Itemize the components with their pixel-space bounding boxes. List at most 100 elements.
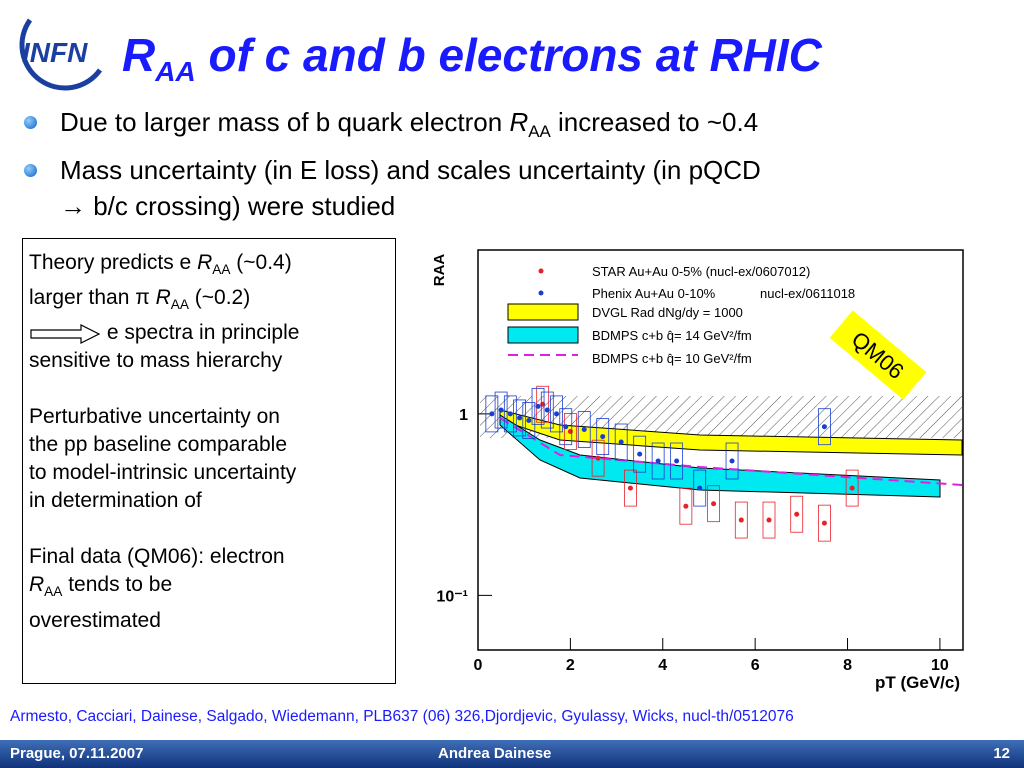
x-tick-label: 0 <box>474 657 483 674</box>
text: sensitive to mass hierarchy <box>29 349 283 373</box>
error-box <box>679 487 693 525</box>
logo-text: INFN <box>22 37 88 68</box>
text: AA <box>212 262 231 278</box>
error-box <box>577 411 591 448</box>
text: Perturbative uncertainty on <box>29 405 280 429</box>
error-box <box>670 442 684 480</box>
data-point <box>738 517 744 523</box>
data-point <box>849 485 855 491</box>
data-point <box>618 439 624 445</box>
error-box <box>707 485 720 523</box>
error-box <box>790 495 804 533</box>
x-tick-label: 4 <box>658 657 667 674</box>
error-box <box>633 435 647 473</box>
data-point <box>655 458 661 464</box>
text: overestimated <box>29 608 161 632</box>
data-point <box>581 427 587 433</box>
y-tick-label: 10⁻¹ <box>436 588 468 605</box>
text: tends to be <box>62 573 173 597</box>
error-box <box>563 413 577 450</box>
footer-center: Andrea Dainese <box>438 745 552 762</box>
text: Theory predicts e <box>29 251 198 274</box>
text: Mass uncertainty (in E loss) and scales … <box>60 155 761 185</box>
text: to model-intrinsic uncertainty <box>29 461 297 485</box>
error-box <box>494 391 508 429</box>
text: increased to ~0.4 <box>550 107 759 137</box>
y-axis-label: RAA <box>431 254 448 287</box>
error-box <box>624 469 637 507</box>
legend-swatch <box>507 326 579 344</box>
logo-arc <box>19 18 103 91</box>
error-box <box>725 442 739 480</box>
data-point <box>595 455 601 461</box>
error-box <box>513 399 526 437</box>
error-box <box>651 442 665 480</box>
data-point <box>821 520 827 526</box>
error-box <box>734 501 748 539</box>
legend-label: Phenix Au+Au 0-10% <box>592 286 716 301</box>
data-point <box>674 458 680 464</box>
error-box <box>550 395 563 433</box>
bullet: Mass uncertainty (in E loss) and scales … <box>24 152 761 224</box>
data-point <box>498 407 504 413</box>
stamp: QM06 <box>829 310 927 400</box>
data-point <box>766 517 772 523</box>
error-box <box>522 402 536 439</box>
error-box <box>485 395 499 433</box>
text: larger than π <box>29 286 156 310</box>
error-box <box>845 469 859 507</box>
logo: INFN <box>19 18 103 91</box>
error-box <box>540 391 554 429</box>
legend-swatch <box>507 303 579 321</box>
footer: Prague, 07.11.2007 Andrea Dainese 12 <box>0 740 1024 768</box>
error-box <box>693 469 707 507</box>
y-tick-label: 1 <box>459 407 468 424</box>
legend-label: BDMPS c+b q̂= 14 GeV²/fm <box>592 328 752 343</box>
data-point <box>683 503 689 509</box>
title-sub: AA <box>155 56 196 88</box>
text: in determination of <box>29 489 202 513</box>
bullet: Due to larger mass of b quark electron R… <box>23 104 759 150</box>
legend-label: STAR Au+Au 0-5% (nucl-ex/0607012) <box>592 264 810 279</box>
text: → b/c crossing) were studied <box>60 191 396 221</box>
text: (~0.2) <box>188 286 251 310</box>
data-point <box>697 485 703 491</box>
data-point <box>729 458 735 464</box>
text: AA <box>528 122 551 142</box>
plot-frame <box>477 249 964 651</box>
legend-label: DVGL Rad dNg/dy = 1000 <box>592 305 743 320</box>
paragraph: Final data (QM06): electron RAA tends to … <box>29 543 395 634</box>
data-point <box>821 424 827 430</box>
text: Due to larger mass of b quark electron <box>60 107 510 137</box>
title: RAA of c and b electrons at RHIC <box>122 28 822 88</box>
error-box <box>762 501 776 539</box>
data-point <box>507 411 513 417</box>
data-point <box>517 415 523 421</box>
text: R <box>155 286 171 310</box>
error-box <box>591 439 605 477</box>
footer-left: Prague, 07.11.2007 <box>10 745 144 762</box>
data-point <box>600 434 606 440</box>
text: R <box>197 251 213 274</box>
data-point <box>489 411 495 417</box>
text: R <box>29 573 45 597</box>
error-box <box>818 408 831 446</box>
x-tick-label: 6 <box>751 657 760 674</box>
data-point <box>711 501 717 507</box>
text: AA <box>44 584 63 600</box>
legend-ref: nucl-ex/0611018 <box>760 286 855 301</box>
legend-label: BDMPS c+b q̂= 10 GeV²/fm <box>592 351 752 366</box>
x-tick-label: 10 <box>931 657 949 674</box>
paragraph: Theory predicts e RAA (~0.4) larger than … <box>29 249 395 375</box>
data-point <box>794 511 800 517</box>
plot: QM06 0 2 4 6 8 10 10⁻¹ 1 RAA pT (GeV/c) STAR Au+Au… <box>431 249 964 692</box>
data-point <box>563 424 569 430</box>
citation: Armesto, Cacciari, Dainese, Salgado, Wie… <box>10 708 794 725</box>
x-tick-label: 2 <box>566 657 575 674</box>
x-axis-label: pT (GeV/c) <box>875 673 960 692</box>
text: Final data (QM06): electron <box>29 545 285 569</box>
data-point <box>627 485 633 491</box>
legend-marker <box>538 290 544 296</box>
error-box <box>503 395 517 433</box>
